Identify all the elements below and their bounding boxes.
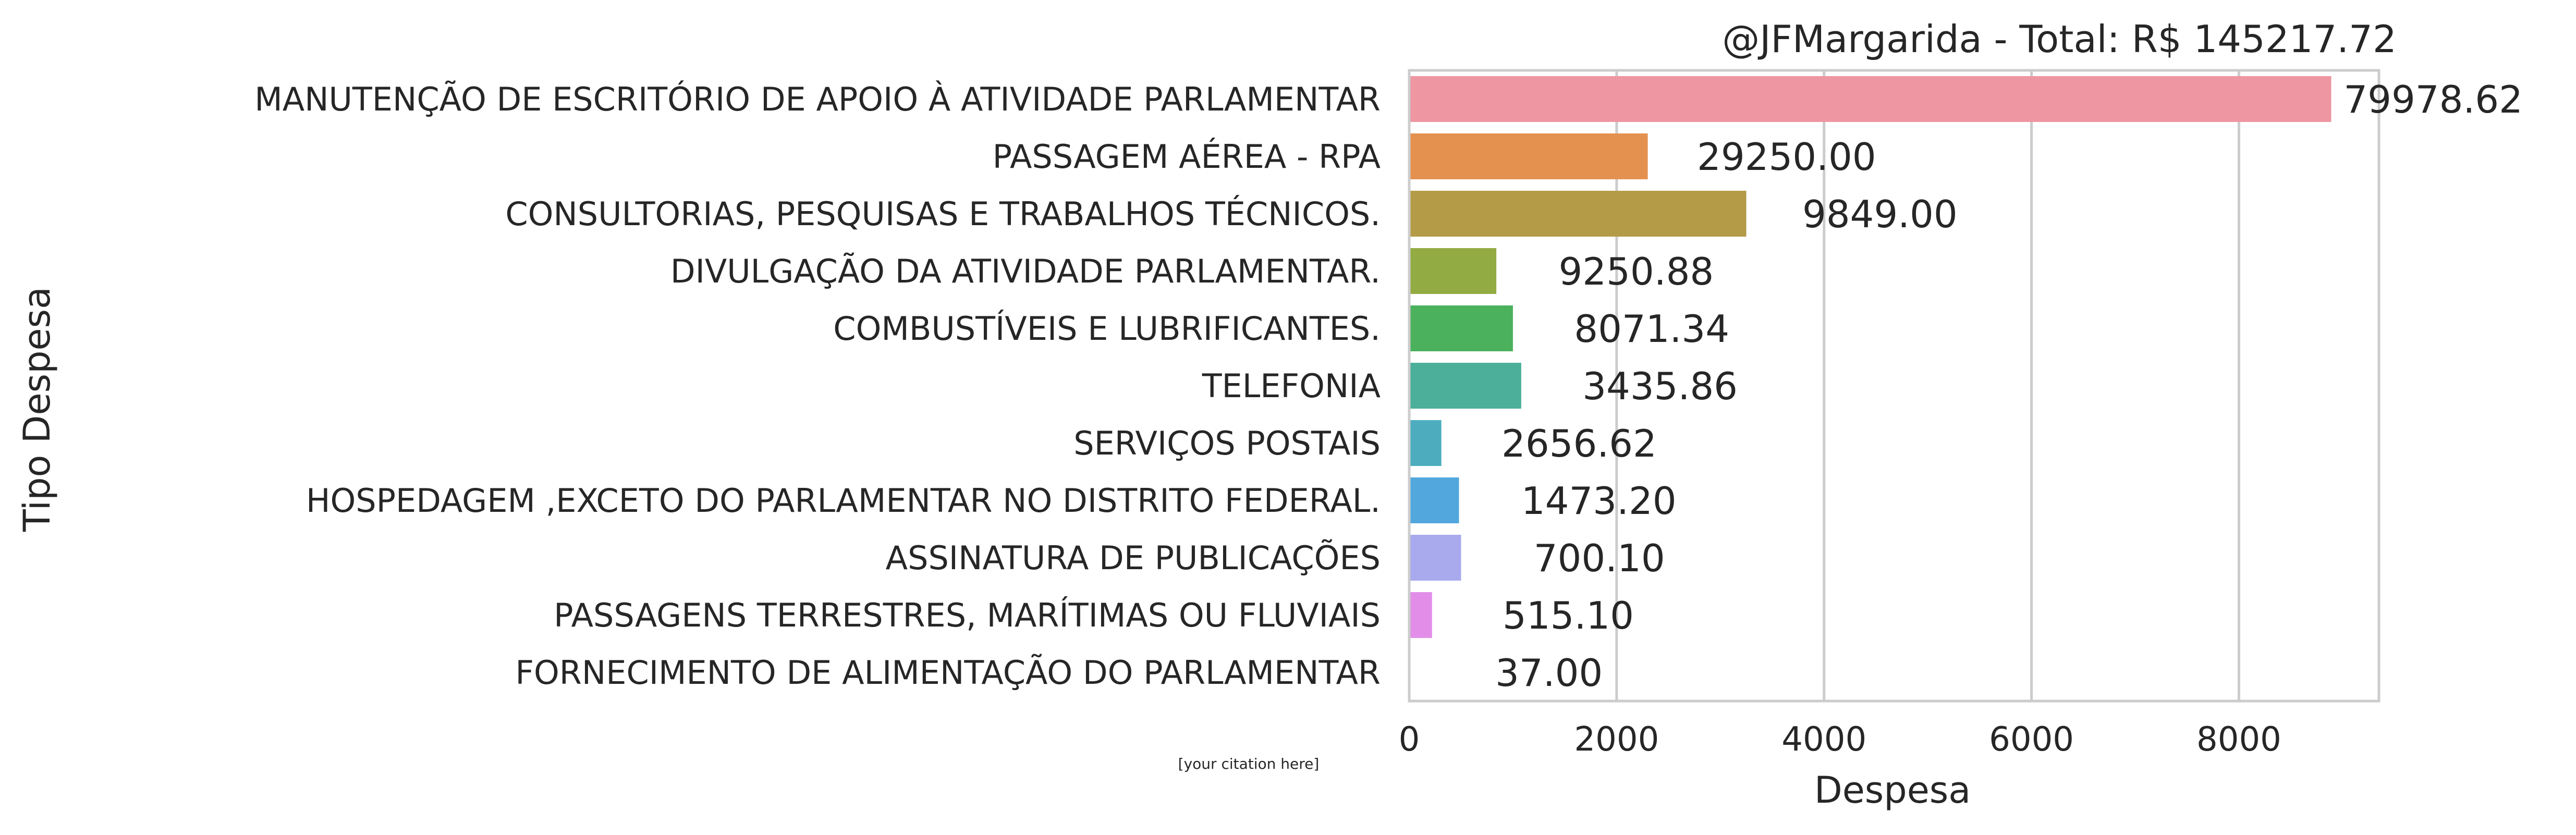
chart-title: @JFMargarida - Total: R$ 145217.72 (1722, 17, 2397, 61)
bars (1409, 76, 2331, 638)
category-label: ASSINATURA DE PUBLICAÇÕES (886, 539, 1381, 577)
bar (1409, 477, 1459, 523)
bar (1409, 133, 1648, 179)
bar (1409, 535, 1461, 581)
value-labels: 79978.62 29250.00 9849.00 9250.88 8071.34 343… (1495, 78, 2523, 695)
bar (1409, 305, 1513, 351)
x-tick-label: 6000 (1989, 720, 2074, 759)
value-label: 1473.20 (1521, 479, 1677, 523)
category-label: CONSULTORIAS, PESQUISAS E TRABALHOS TÉCN… (505, 195, 1381, 233)
category-label: COMBUSTÍVEIS E LUBRIFICANTES. (833, 310, 1381, 348)
category-label: HOSPEDAGEM ,EXCETO DO PARLAMENTAR NO DIS… (306, 482, 1381, 520)
bar (1409, 420, 1442, 466)
category-label: FORNECIMENTO DE ALIMENTAÇÃO DO PARLAMENT… (515, 654, 1381, 692)
value-label: 37.00 (1495, 651, 1603, 695)
value-label: 9849.00 (1802, 192, 1958, 236)
x-tick-labels: 0 2000 4000 6000 8000 (1399, 720, 2281, 759)
category-labels: MANUTENÇÃO DE ESCRITÓRIO DE APOIO À ATIV… (254, 80, 1381, 692)
value-label: 9250.88 (1558, 250, 1714, 293)
value-label: 8071.34 (1574, 307, 1729, 351)
category-label: TELEFONIA (1202, 367, 1381, 405)
plot-frame (1408, 69, 2380, 703)
category-label: PASSAGENS TERRESTRES, MARÍTIMAS OU FLUVI… (554, 596, 1381, 634)
value-label: 700.10 (1534, 536, 1665, 580)
value-label: 79978.62 (2343, 78, 2523, 121)
value-label: 29250.00 (1697, 135, 1876, 179)
category-label: DIVULGAÇÃO DA ATIVIDADE PARLAMENTAR. (670, 252, 1381, 290)
value-label: 515.10 (1503, 594, 1634, 637)
bar (1409, 76, 2331, 122)
category-label: MANUTENÇÃO DE ESCRITÓRIO DE APOIO À ATIV… (254, 80, 1381, 118)
value-label: 2656.62 (1501, 422, 1657, 465)
bar (1409, 592, 1432, 638)
value-label: 3435.86 (1582, 364, 1738, 408)
category-label: PASSAGEM AÉREA - RPA (993, 138, 1381, 176)
category-label: SERVIÇOS POSTAIS (1073, 424, 1381, 462)
bar (1409, 248, 1497, 294)
x-tick-label: 4000 (1781, 720, 1866, 759)
bar (1409, 191, 1747, 237)
citation-note: [your citation here] (1178, 755, 1320, 772)
y-axis-label: Tipo Despesa (16, 287, 58, 532)
x-tick-label: 0 (1399, 720, 1420, 759)
bar (1409, 363, 1521, 409)
x-axis-label: Despesa (1814, 769, 1971, 812)
x-tick-label: 2000 (1574, 720, 1659, 759)
x-tick-label: 8000 (2196, 720, 2281, 759)
